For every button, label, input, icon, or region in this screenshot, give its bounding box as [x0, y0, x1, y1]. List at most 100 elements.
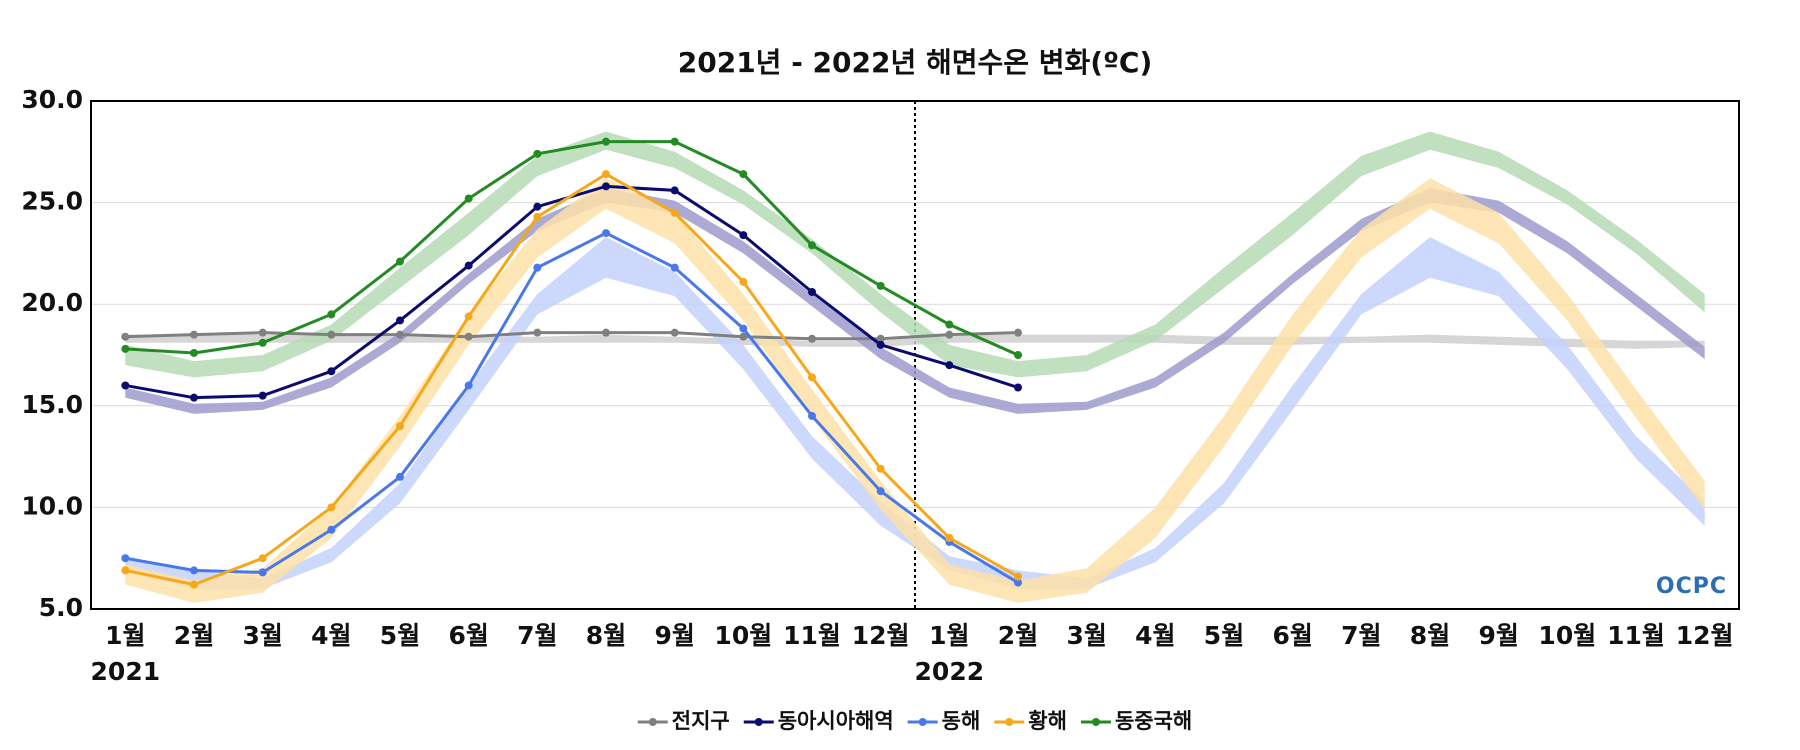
y-tick-label: 5.0: [39, 593, 83, 622]
series-point: [190, 566, 198, 575]
legend-dot: [648, 718, 657, 726]
x-tick-label: 4월: [311, 621, 351, 650]
x-tick-label: 2월: [174, 621, 214, 650]
x-tick-label: 7월: [1341, 621, 1381, 650]
series-point: [808, 411, 816, 420]
series-point: [396, 472, 404, 481]
x-tick-label: 3월: [1066, 621, 1106, 650]
series-point: [670, 263, 679, 272]
series-point: [945, 320, 954, 329]
series-point: [258, 338, 267, 347]
x-tick-label: 5월: [380, 621, 420, 650]
x-tick-label: 6월: [448, 621, 488, 650]
series-point: [396, 257, 404, 266]
series-point: [396, 330, 404, 339]
x-tick-label: 9월: [654, 621, 694, 650]
logo: OCPC: [1656, 574, 1727, 599]
series-point: [396, 316, 404, 325]
series-point: [670, 186, 679, 195]
series-point: [464, 312, 473, 321]
legend-dot: [1091, 718, 1100, 726]
series-point: [602, 229, 610, 238]
series-point: [945, 361, 954, 370]
legend-label: 동아시아해역: [778, 709, 894, 733]
series-point: [876, 334, 885, 343]
x-tick-label: 7월: [517, 621, 557, 650]
x-tick-label: 1월: [929, 621, 969, 650]
series-point: [327, 330, 336, 339]
series-point: [1014, 578, 1022, 587]
x-tick-label: 8월: [586, 621, 626, 650]
x-tick-label: 6월: [1272, 621, 1312, 650]
y-tick-label: 25.0: [21, 187, 83, 216]
series-point: [739, 231, 748, 240]
series-point: [396, 422, 404, 431]
series-point: [945, 330, 954, 339]
series-point: [121, 344, 130, 353]
x-tick-label: 1월: [105, 621, 145, 650]
series-point: [876, 340, 885, 349]
climatology-band: [125, 188, 1705, 414]
legend-dot: [754, 718, 763, 726]
series-point: [121, 381, 130, 390]
series-point: [739, 324, 748, 333]
series-point: [1014, 383, 1022, 392]
chart-title: 2021년 - 2022년 해면수온 변화(ºC): [678, 46, 1153, 79]
series-point: [945, 533, 954, 542]
x-tick-label: 2월: [998, 621, 1038, 650]
series-point: [121, 332, 130, 341]
series-point: [464, 332, 473, 341]
legend-dot: [918, 718, 927, 726]
series-point: [876, 464, 885, 473]
series-point: [258, 554, 267, 563]
legend-label: 동중국해: [1115, 709, 1192, 733]
legend-label: 동해: [942, 709, 981, 733]
series-point: [602, 170, 610, 179]
series-point: [258, 391, 267, 400]
series-point: [670, 328, 679, 337]
climatology-band: [125, 131, 1705, 378]
series-point: [876, 487, 885, 496]
legend-label: 전지구: [672, 709, 730, 733]
legend-label: 황해: [1028, 709, 1067, 733]
series-point: [327, 525, 336, 534]
series-point: [1014, 351, 1022, 359]
series-point: [1014, 572, 1022, 581]
series-point: [808, 288, 816, 297]
series-point: [121, 554, 130, 563]
y-tick-label: 20.0: [21, 288, 83, 317]
series-point: [464, 194, 473, 203]
year-label: 2021: [91, 657, 161, 686]
x-tick-label: 9월: [1478, 621, 1518, 650]
series-line: [125, 172, 1019, 587]
series-point: [670, 208, 679, 217]
series-point: [670, 137, 679, 146]
series-point: [876, 281, 885, 290]
series-point: [258, 328, 267, 337]
series-point: [739, 170, 748, 179]
series-point: [121, 566, 130, 575]
series-point: [533, 263, 542, 272]
legend-dot: [1005, 718, 1014, 726]
series-point: [464, 381, 473, 390]
series-point: [464, 261, 473, 270]
series-point: [808, 373, 816, 382]
series-point: [533, 149, 542, 158]
x-tick-label: 12월: [852, 621, 910, 650]
x-tick-label: 10월: [714, 621, 772, 650]
series-line: [125, 140, 1019, 357]
series-point: [190, 330, 198, 339]
series-point: [808, 334, 816, 343]
series-point: [533, 212, 542, 221]
series-point: [739, 277, 748, 286]
x-tick-label: 5월: [1204, 621, 1244, 650]
plot-frame: [90, 100, 1740, 610]
legend: 전지구 동아시아해역 동해 황해 동중국해: [637, 709, 1192, 733]
series-point: [190, 393, 198, 402]
y-tick-label: 10.0: [21, 491, 83, 520]
series-point: [808, 241, 816, 250]
series-point: [327, 310, 336, 319]
series-line: [125, 231, 1019, 584]
series-point: [190, 580, 198, 589]
